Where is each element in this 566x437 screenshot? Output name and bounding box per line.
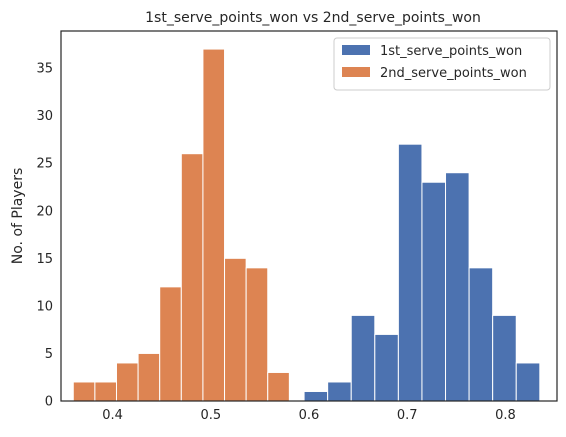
x-tick-label-5: 0.8 bbox=[495, 408, 516, 423]
y-tick-label-7: 30 bbox=[36, 109, 53, 124]
y-tick-label-6: 25 bbox=[36, 157, 53, 172]
bar-series-2-bin-3 bbox=[115, 362, 139, 402]
y-tick-label-1: 0 bbox=[45, 395, 53, 410]
bar-series-2-bin-10 bbox=[267, 371, 290, 402]
series-1-bars bbox=[303, 143, 541, 402]
ticks-layer: 0.4 0.5 0.6 0.7 0.8 0 5 10 15 20 25 30 35 bbox=[36, 62, 515, 423]
y-tick-label-3: 10 bbox=[36, 299, 53, 314]
bar-series-1-bin-8 bbox=[468, 267, 494, 402]
legend-swatch-1 bbox=[342, 45, 370, 55]
bar-series-1-bin-4 bbox=[374, 333, 399, 402]
bar-series-2-bin-7 bbox=[202, 48, 226, 402]
bar-series-1-bin-9 bbox=[492, 314, 517, 402]
legend-swatch-2 bbox=[342, 67, 370, 77]
bar-series-2-bin-1 bbox=[72, 381, 96, 402]
x-tick-label-1: 0.4 bbox=[102, 408, 123, 423]
bar-series-1-bin-3 bbox=[350, 314, 376, 402]
bar-series-2-bin-5 bbox=[159, 286, 182, 402]
x-tick-label-4: 0.7 bbox=[397, 408, 418, 423]
bar-series-1-bin-10 bbox=[515, 362, 541, 402]
legend-label-1: 1st_serve_points_won bbox=[380, 44, 522, 59]
plot-frame bbox=[60, 30, 558, 402]
legend-box bbox=[333, 37, 551, 91]
bar-series-2-bin-2 bbox=[94, 381, 117, 402]
bar-series-1-bin-2 bbox=[327, 381, 352, 402]
bar-series-1-bin-1 bbox=[303, 390, 329, 402]
y-tick-label-5: 20 bbox=[36, 204, 53, 219]
y-axis-title: No. of Players bbox=[10, 168, 26, 265]
bar-series-2-bin-4 bbox=[137, 352, 161, 402]
x-tick-label-2: 0.5 bbox=[200, 408, 221, 423]
bar-series-1-bin-6 bbox=[421, 181, 447, 402]
y-tick-label-8: 35 bbox=[36, 62, 53, 77]
y-tick-label-4: 15 bbox=[36, 252, 53, 267]
bar-series-2-bin-9 bbox=[245, 267, 269, 402]
x-tick-label-3: 0.6 bbox=[299, 408, 320, 423]
legend: 1st_serve_points_won 2nd_serve_points_won bbox=[333, 37, 551, 91]
bar-series-2-bin-6 bbox=[180, 153, 204, 402]
bar-series-1-bin-5 bbox=[397, 143, 423, 402]
y-tick-label-2: 5 bbox=[45, 347, 53, 362]
bar-series-2-bin-8 bbox=[224, 257, 247, 402]
chart-title: 1st_serve_points_won vs 2nd_serve_points… bbox=[145, 10, 481, 26]
bars-layer bbox=[72, 48, 541, 402]
bar-series-1-bin-7 bbox=[445, 172, 470, 402]
legend-label-2: 2nd_serve_points_won bbox=[380, 66, 527, 81]
series-2-bars bbox=[72, 48, 290, 402]
